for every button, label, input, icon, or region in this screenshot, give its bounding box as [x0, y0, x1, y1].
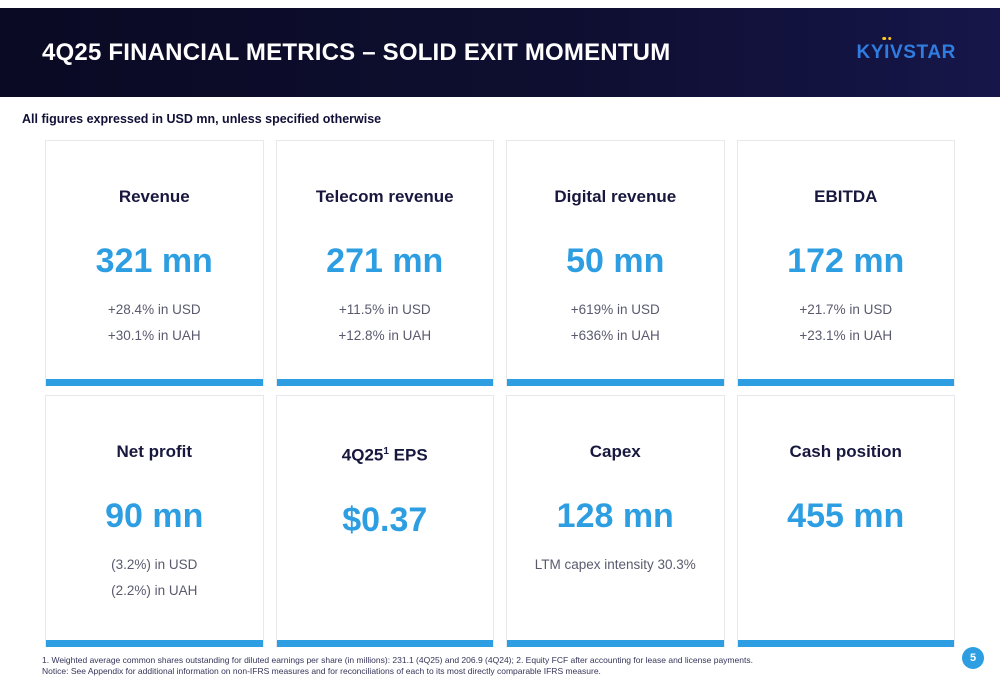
logo-yellow-dots-icon	[882, 36, 892, 40]
metric-value: 271 mn	[326, 242, 444, 280]
metric-card-net-profit: Net profit 90 mn (3.2%) in USD (2.2%) in…	[45, 395, 264, 647]
metric-card-digital-revenue: Digital revenue 50 mn +619% in USD +636%…	[506, 140, 725, 386]
kyivstar-logo: KY I VSTAR	[856, 36, 956, 64]
slide-header: 4Q25 FINANCIAL METRICS – SOLID EXIT MOME…	[0, 8, 1000, 97]
page-number-badge: 5	[962, 647, 984, 669]
logo-text-right: VSTAR	[890, 41, 956, 63]
metric-sublines: +11.5% in USD +12.8% in UAH	[277, 297, 494, 349]
card-accent-bar	[46, 379, 263, 386]
card-accent-bar	[737, 640, 954, 647]
metric-title-text: 4Q25	[341, 445, 384, 465]
metric-subline: (2.2%) in UAH	[111, 583, 198, 598]
footnote-shares: 1. Weighted average common shares outsta…	[42, 655, 753, 665]
metric-subline: +12.8% in UAH	[338, 328, 432, 343]
metric-value: 50 mn	[566, 242, 665, 280]
footnotes: 1. Weighted average common shares outsta…	[42, 655, 920, 677]
metric-title: Cash position	[789, 442, 902, 461]
metric-title: Net profit	[116, 442, 193, 461]
metric-subline: +28.4% in USD	[107, 302, 201, 317]
metric-subline: +23.1% in UAH	[799, 328, 893, 343]
metric-title: Digital revenue	[554, 187, 677, 206]
metric-card-telecom-revenue: Telecom revenue 271 mn +11.5% in USD +12…	[275, 140, 494, 386]
slide-title: 4Q25 FINANCIAL METRICS – SOLID EXIT MOME…	[42, 38, 671, 66]
metric-card-ebitda: EBITDA 172 mn +21.7% in USD +23.1% in UA…	[736, 140, 955, 386]
metric-card-revenue: Revenue 321 mn +28.4% in USD +30.1% in U…	[45, 140, 264, 386]
metric-title: 4Q251 EPS	[277, 441, 494, 467]
metric-sublines: (3.2%) in USD (2.2%) in UAH	[46, 552, 263, 604]
metric-card-cash-position: Cash position 455 mn	[736, 395, 955, 647]
metric-sublines: +28.4% in USD +30.1% in UAH	[46, 297, 263, 349]
metric-sublines: +619% in USD +636% in UAH	[507, 297, 724, 349]
metric-value: 90 mn	[105, 497, 204, 535]
logo-letter-i: I	[882, 36, 892, 64]
metric-subline: +11.5% in USD	[338, 302, 431, 317]
metric-subline: +30.1% in UAH	[107, 328, 201, 343]
metric-subline: (3.2%) in USD	[111, 557, 198, 572]
card-accent-bar	[46, 640, 263, 647]
card-accent-bar	[737, 379, 954, 386]
metric-title: Telecom revenue	[315, 187, 454, 206]
metric-card-capex: Capex 128 mn LTM capex intensity 30.3%	[506, 395, 725, 647]
metric-value: $0.37	[342, 500, 428, 539]
card-accent-bar	[507, 640, 724, 647]
metric-title: EBITDA	[814, 187, 878, 206]
metric-title-suffix: EPS	[388, 445, 428, 465]
footnote-notice: Notice: See Appendix for additional info…	[42, 666, 601, 676]
metric-sublines: LTM capex intensity 30.3%	[507, 552, 724, 578]
card-accent-bar	[276, 379, 493, 386]
metric-card-eps: 4Q251 EPS $0.37	[275, 395, 494, 647]
metric-cards-grid: Revenue 321 mn +28.4% in USD +30.1% in U…	[45, 140, 955, 647]
metric-title: Capex	[589, 442, 641, 461]
metric-subline: +619% in USD	[570, 302, 660, 317]
metric-sublines: +21.7% in USD +23.1% in UAH	[738, 297, 955, 349]
card-accent-bar	[276, 640, 493, 647]
metric-value: 321 mn	[95, 242, 213, 280]
metric-value: 455 mn	[787, 497, 905, 535]
card-accent-bar	[507, 379, 724, 386]
metric-subline: LTM capex intensity 30.3%	[534, 557, 696, 572]
metric-subline: +636% in UAH	[570, 328, 660, 343]
metric-title: Revenue	[118, 187, 190, 206]
metric-value: 172 mn	[787, 242, 905, 280]
footnote-reference: 1	[383, 446, 389, 457]
metric-value: 128 mn	[556, 497, 674, 535]
figures-disclaimer: All figures expressed in USD mn, unless …	[22, 112, 382, 126]
logo-text-left: KY	[856, 41, 885, 63]
metric-subline: +21.7% in USD	[799, 302, 893, 317]
top-margin-strip	[0, 0, 1000, 8]
